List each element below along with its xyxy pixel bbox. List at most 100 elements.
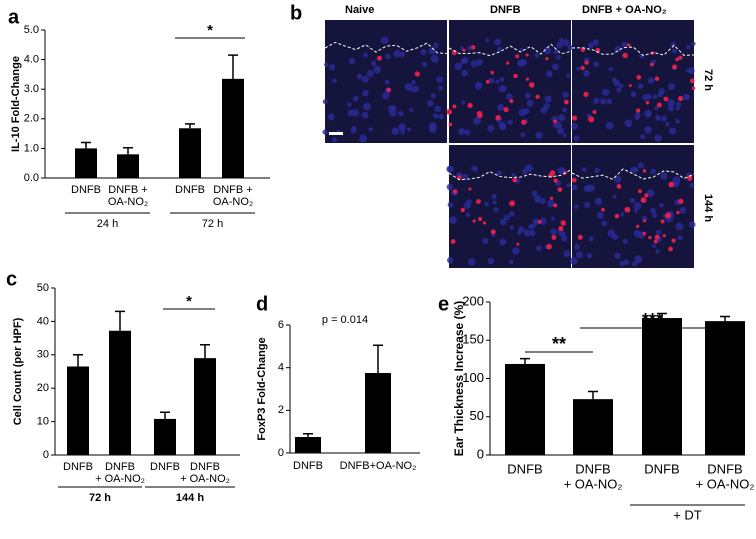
y-tick-label: 200 (462, 293, 484, 308)
nucleus (509, 225, 515, 231)
nucleus (691, 41, 696, 46)
cell (376, 55, 382, 61)
nucleus (613, 79, 621, 87)
nucleus (574, 244, 580, 250)
nucleus (540, 106, 548, 114)
nucleus (576, 66, 581, 71)
y-tick-label: 0 (278, 447, 284, 459)
cell (583, 91, 589, 97)
nucleus (586, 252, 593, 259)
y-tick-label: 5.0 (24, 24, 39, 36)
cell (628, 84, 632, 88)
epidermis-line (448, 43, 572, 57)
cell (686, 175, 693, 181)
nucleus (359, 134, 368, 143)
nucleus (511, 173, 516, 178)
nucleus (650, 168, 656, 175)
nucleus (596, 212, 604, 220)
nucleus (561, 231, 566, 237)
nucleus (351, 109, 360, 117)
nucleus (647, 77, 655, 84)
nucleus (362, 89, 369, 97)
nucleus (382, 92, 390, 100)
nucleus (409, 107, 414, 112)
nucleus (571, 122, 579, 130)
nucleus (584, 202, 591, 209)
nucleus (550, 228, 558, 236)
nucleus (384, 79, 390, 85)
nucleus (438, 113, 445, 120)
cell (450, 239, 456, 244)
cell (558, 226, 564, 232)
bar (194, 358, 216, 455)
nucleus (637, 83, 644, 89)
nucleus (561, 235, 568, 242)
nucleus (569, 257, 578, 265)
cell (563, 99, 569, 105)
bar (573, 399, 613, 455)
bar (505, 363, 545, 455)
x-tick-label: DNFB (507, 461, 542, 476)
cell (678, 198, 684, 204)
x-tick-label: DNFB + (213, 184, 252, 196)
nucleus (461, 100, 466, 105)
nucleus (460, 57, 468, 65)
nucleus (391, 105, 397, 111)
epidermis-line (324, 41, 448, 55)
nucleus (447, 201, 454, 208)
x-tick-label: DNFB (175, 184, 205, 196)
bar (67, 366, 89, 455)
nucleus (685, 44, 691, 50)
cell (689, 78, 695, 84)
error-bar (185, 123, 195, 129)
x-tick-label: DNFB (71, 184, 101, 196)
x-tick-label: DNFB (293, 460, 323, 472)
cell (592, 110, 597, 115)
cell (386, 87, 391, 93)
nucleus (421, 61, 428, 67)
nucleus (487, 257, 495, 265)
nucleus (476, 59, 483, 66)
nucleus (467, 45, 473, 51)
nucleus (553, 48, 559, 55)
cell (662, 234, 666, 238)
cell (509, 98, 514, 104)
nucleus (556, 41, 563, 49)
annotation: p = 0.014 (322, 314, 368, 326)
annotation: * (207, 22, 213, 39)
cell (467, 102, 473, 109)
nucleus (327, 113, 335, 121)
cell (665, 212, 672, 219)
nucleus (614, 45, 622, 53)
panel-letter: d (256, 293, 268, 315)
cell (528, 82, 535, 88)
y-tick-label: 100 (462, 370, 484, 385)
nucleus (462, 173, 469, 180)
nucleus (332, 78, 337, 83)
nucleus (520, 59, 527, 66)
nucleus (571, 184, 578, 191)
cell (649, 62, 654, 67)
cell (468, 187, 472, 191)
x-tick-label: DNFB + (108, 184, 147, 196)
nucleus (606, 98, 613, 105)
cell (476, 199, 481, 205)
nucleus (520, 132, 526, 137)
cell (635, 108, 641, 113)
nucleus (562, 107, 567, 113)
nucleus (370, 60, 377, 67)
nucleus (347, 102, 352, 107)
cell (577, 234, 583, 240)
error-bar (720, 315, 730, 322)
nucleus (458, 127, 466, 136)
nucleus (679, 206, 687, 214)
nucleus (675, 106, 681, 111)
y-tick-label: 40 (37, 315, 49, 327)
x-tick-label: DNFB (707, 461, 742, 476)
cell (571, 177, 577, 183)
nucleus (575, 251, 584, 259)
nucleus (496, 170, 502, 176)
nucleus (652, 94, 658, 100)
nucleus (482, 237, 489, 245)
annotation: ** (552, 334, 566, 354)
